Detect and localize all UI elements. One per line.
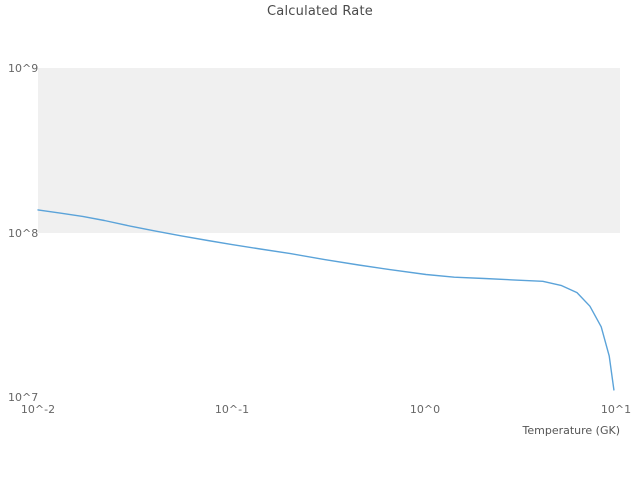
y-tick-label-1e7: 10^7 — [8, 391, 39, 404]
background-band — [38, 68, 620, 233]
rate-line — [37, 209, 615, 391]
chart-title: Calculated Rate — [267, 4, 373, 19]
x-tick-label-1e-1: 10^-1 — [214, 403, 250, 416]
x-tick-label-1e0: 10^0 — [409, 403, 441, 416]
x-tick-label-1e-2: 10^-2 — [20, 403, 56, 416]
y-tick-label-1e8: 10^8 — [8, 227, 39, 240]
x-axis-label: Temperature (GK) — [522, 424, 621, 437]
y-tick-label-1e9: 10^9 — [8, 62, 39, 75]
x-tick-label-1e1: 10^1 — [600, 403, 632, 416]
